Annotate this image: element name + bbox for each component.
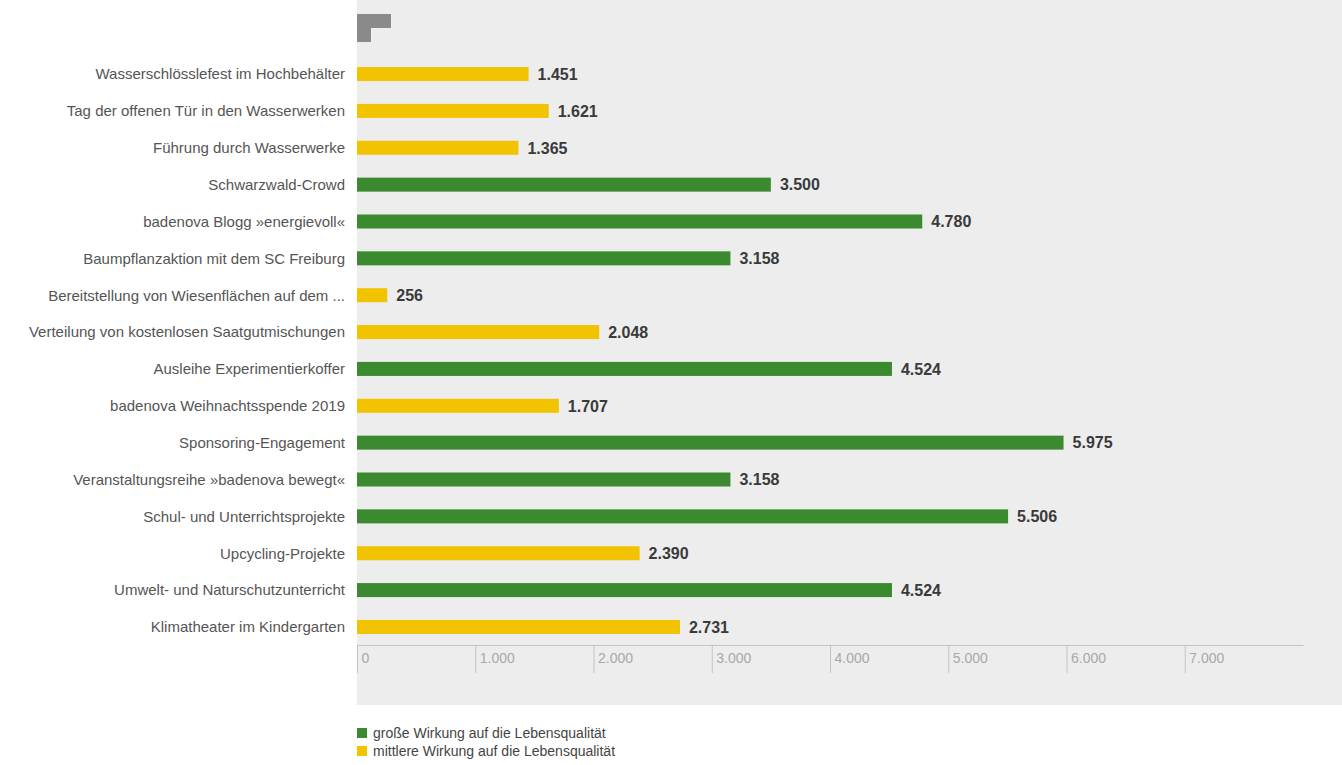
data-label: 2.731 — [689, 619, 729, 636]
bar — [357, 251, 730, 265]
category-label: Baumpflanzaktion mit dem SC Freiburg — [83, 250, 345, 267]
legend-label: große Wirkung auf die Lebensqualität — [373, 725, 606, 741]
data-labels: 3.500 4.780 3.158 4.524 5.975 3.158 5.506 4.524… — [396, 66, 1112, 636]
tick-label: 3.000 — [716, 650, 751, 666]
tick: 2.000 — [594, 645, 633, 673]
category-label: badenova Blogg »energievoll« — [143, 213, 345, 230]
bar — [357, 509, 1008, 523]
data-label: 4.524 — [901, 582, 941, 599]
decoration — [357, 14, 391, 28]
bar — [357, 178, 771, 192]
bars — [357, 67, 1064, 634]
legend: große Wirkung auf die Lebensqualität mitt… — [357, 725, 615, 759]
tick-label: 1.000 — [480, 650, 515, 666]
tick: 6.000 — [1067, 645, 1106, 673]
bar — [357, 362, 892, 376]
data-label: 4.780 — [931, 213, 971, 230]
tick-mark — [1067, 645, 1068, 673]
bar — [357, 583, 892, 597]
category-label: Upcycling-Projekte — [220, 545, 345, 562]
tick-mark — [357, 645, 358, 673]
data-label: 1.621 — [558, 103, 598, 120]
tick-label: 5.000 — [953, 650, 988, 666]
category-label: Führung durch Wasserwerke — [153, 139, 345, 156]
category-label: Verteilung von kostenlosen Saatgutmischu… — [29, 323, 345, 340]
tick-label: 0 — [362, 650, 370, 666]
tick: 1.000 — [476, 645, 515, 673]
tick: 3.000 — [712, 645, 751, 673]
data-label: 2.390 — [649, 545, 689, 562]
tick-mark — [830, 645, 831, 673]
data-label: 2.048 — [608, 324, 648, 341]
data-label: 256 — [396, 287, 423, 304]
bar — [357, 288, 387, 302]
category-label: Schwarzwald-Crowd — [208, 176, 345, 193]
data-label: 1.707 — [568, 398, 608, 415]
tick-mark — [475, 645, 476, 673]
tick: 5.000 — [949, 645, 988, 673]
legend-swatch — [357, 728, 367, 738]
chart: 3.500 4.780 3.158 4.524 5.975 3.158 5.506 4.524… — [0, 0, 1342, 765]
data-label: 3.500 — [780, 176, 820, 193]
category-label: Klimatheater im Kindergarten — [151, 618, 345, 635]
category-label: Tag der offenen Tür in den Wasserwerken — [67, 102, 345, 119]
bar — [357, 104, 549, 118]
tick-mark — [948, 645, 949, 673]
tick-label: 6.000 — [1071, 650, 1106, 666]
data-label: 5.975 — [1073, 434, 1113, 451]
data-label: 3.158 — [739, 250, 779, 267]
tick-mark — [712, 645, 713, 673]
category-label: badenova Weihnachtsspende 2019 — [110, 397, 345, 414]
plot-background — [357, 0, 1342, 705]
x-axis: 0 1.000 2.000 3.000 4.000 5.000 6.000 7.000 — [358, 645, 1304, 673]
tick-label: 4.000 — [835, 650, 870, 666]
data-label: 1.451 — [538, 66, 578, 83]
tick: 0 — [358, 645, 370, 673]
bar — [357, 214, 922, 228]
tick-mark — [1185, 645, 1186, 673]
bar — [357, 436, 1064, 450]
data-label: 1.365 — [527, 140, 567, 157]
category-label: Wasserschlösslefest im Hochbehälter — [95, 65, 345, 82]
bar — [357, 620, 680, 634]
bar — [357, 546, 640, 560]
tick: 4.000 — [831, 645, 870, 673]
legend-label: mittlere Wirkung auf die Lebensqualität — [373, 743, 615, 759]
decoration — [357, 28, 371, 42]
tick-label: 2.000 — [598, 650, 633, 666]
legend-swatch — [357, 746, 367, 756]
category-label: Ausleihe Experimentierkoffer — [154, 360, 345, 377]
category-label: Sponsoring-Engagement — [179, 434, 346, 451]
category-label: Veranstaltungsreihe »badenova bewegt« — [73, 471, 345, 488]
tick-label: 7.000 — [1189, 650, 1224, 666]
bar — [357, 141, 518, 155]
data-label: 5.506 — [1017, 508, 1057, 525]
bar — [357, 67, 529, 81]
category-label: Bereitstellung von Wiesenflächen auf dem… — [48, 287, 345, 304]
tick: 7.000 — [1185, 645, 1224, 673]
bar — [357, 473, 730, 487]
category-label: Schul- und Unterrichtsprojekte — [143, 508, 345, 525]
category-labels: Wasserschlösslefest im Hochbehälter Tag d… — [29, 65, 346, 635]
bar — [357, 325, 599, 339]
data-label: 3.158 — [739, 471, 779, 488]
bar — [357, 399, 559, 413]
tick-mark — [594, 645, 595, 673]
category-label: Umwelt- und Naturschutzunterricht — [114, 581, 346, 598]
data-label: 4.524 — [901, 361, 941, 378]
